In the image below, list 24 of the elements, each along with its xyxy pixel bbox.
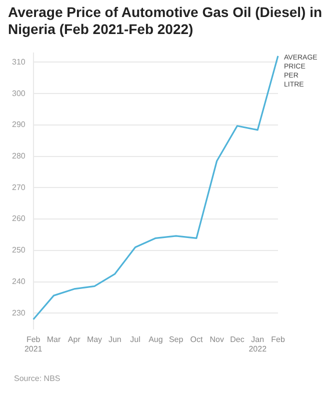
- x-tick-label: Jun: [108, 334, 122, 344]
- x-tick-label: Mar: [46, 334, 61, 344]
- y-tick-label: 270: [12, 182, 26, 192]
- x-tick-label: Dec: [230, 334, 244, 344]
- x-tick-label: Nov: [210, 334, 224, 344]
- source-note: Source: NBS: [14, 374, 60, 383]
- x-tick-label: Feb: [271, 334, 286, 344]
- x-tick-label: Feb 2021: [24, 334, 43, 354]
- y-tick-label: 230: [12, 308, 26, 318]
- y-tick-label: 240: [12, 276, 26, 286]
- x-tick-label: Apr: [68, 334, 81, 344]
- x-tick-label: Sep: [168, 334, 184, 344]
- x-tick-label: Jan 2022: [248, 334, 268, 354]
- chart-title: Average Price of Automotive Gas Oil (Diesel) in Nigeria (Feb 2021-Feb 2022): [8, 4, 324, 38]
- y-tick-label: 260: [12, 214, 26, 224]
- x-tick-label: Jul: [130, 334, 141, 344]
- y-tick-label: 250: [12, 246, 26, 255]
- y-tick-label: 280: [12, 152, 26, 161]
- x-tick-label: May: [86, 334, 102, 344]
- y-tick-label: 300: [12, 88, 26, 98]
- y-tick-label: 290: [12, 120, 26, 130]
- y-tick-label: 310: [12, 57, 26, 66]
- x-tick-label: Oct: [190, 334, 204, 344]
- x-tick-label: Aug: [148, 334, 163, 344]
